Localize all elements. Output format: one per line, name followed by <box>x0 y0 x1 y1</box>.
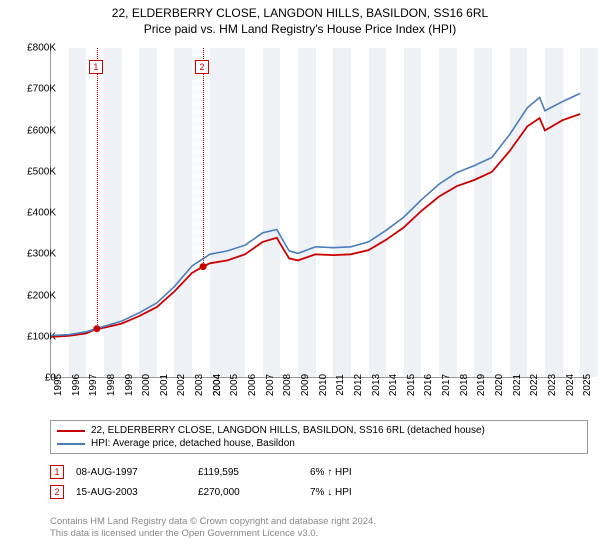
sale-marker-line <box>203 48 204 267</box>
sales-table: 1 08-AUG-1997 £119,595 6% ↑ HPI 2 15-AUG… <box>50 462 588 502</box>
chart-titles: 22, ELDERBERRY CLOSE, LANGDON HILLS, BAS… <box>0 0 600 36</box>
chart-svg <box>51 48 589 378</box>
footer: Contains HM Land Registry data © Crown c… <box>50 516 588 541</box>
sale-row: 1 08-AUG-1997 £119,595 6% ↑ HPI <box>50 462 588 482</box>
legend-swatch <box>57 430 85 432</box>
series-price_paid <box>51 114 580 337</box>
legend-item: 22, ELDERBERRY CLOSE, LANGDON HILLS, BAS… <box>57 424 581 437</box>
chart-title-address: 22, ELDERBERRY CLOSE, LANGDON HILLS, BAS… <box>0 6 600 20</box>
legend-swatch <box>57 443 85 445</box>
sale-marker-icon: 2 <box>50 485 64 499</box>
chart-subtitle: Price paid vs. HM Land Registry's House … <box>0 22 600 36</box>
footer-license: This data is licensed under the Open Gov… <box>50 528 588 540</box>
legend-label: HPI: Average price, detached house, Basi… <box>91 438 295 449</box>
footer-copyright: Contains HM Land Registry data © Crown c… <box>50 516 588 528</box>
plot-area <box>50 48 588 378</box>
legend-label: 22, ELDERBERRY CLOSE, LANGDON HILLS, BAS… <box>91 425 485 436</box>
legend: 22, ELDERBERRY CLOSE, LANGDON HILLS, BAS… <box>50 420 588 454</box>
sale-delta: 6% ↑ HPI <box>310 467 410 478</box>
sale-delta: 7% ↓ HPI <box>310 487 410 498</box>
chart-container: 22, ELDERBERRY CLOSE, LANGDON HILLS, BAS… <box>0 0 600 560</box>
series-hpi <box>51 93 580 335</box>
sale-marker-box: 2 <box>195 60 209 74</box>
sale-date: 08-AUG-1997 <box>76 467 186 478</box>
sale-price: £270,000 <box>198 487 298 498</box>
sale-row: 2 15-AUG-2003 £270,000 7% ↓ HPI <box>50 482 588 502</box>
sale-marker-box: 1 <box>89 60 103 74</box>
sale-marker-line <box>97 48 98 329</box>
sale-marker-icon: 1 <box>50 465 64 479</box>
sale-price: £119,595 <box>198 467 298 478</box>
sale-date: 15-AUG-2003 <box>76 487 186 498</box>
legend-item: HPI: Average price, detached house, Basi… <box>57 437 581 450</box>
